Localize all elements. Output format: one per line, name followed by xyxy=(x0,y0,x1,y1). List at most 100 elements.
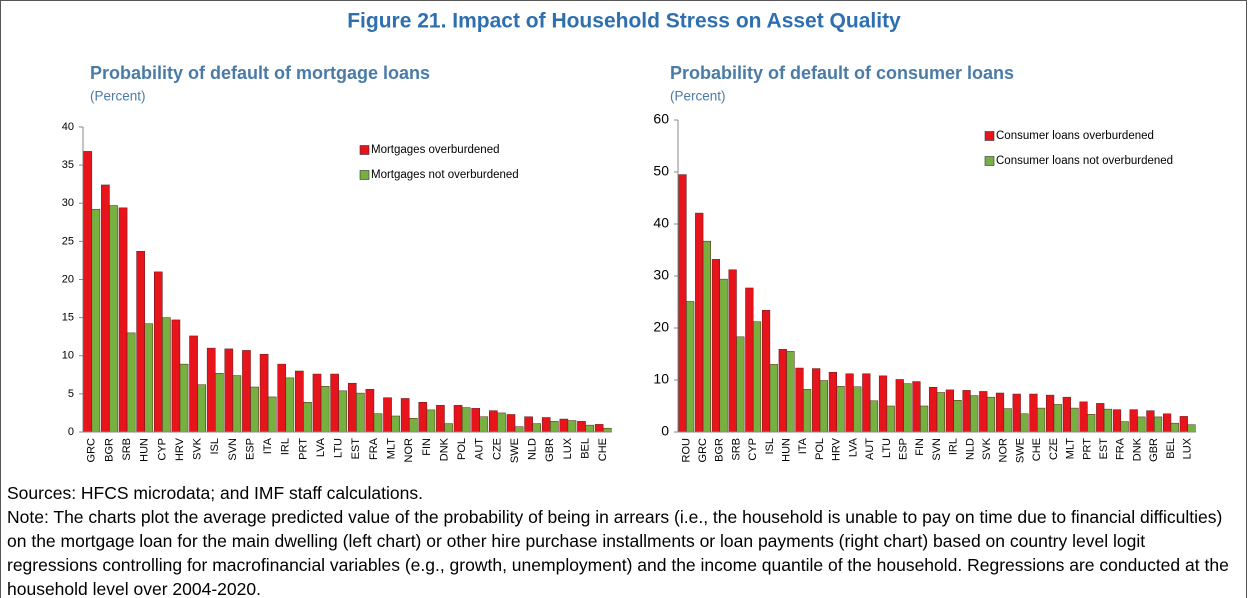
x-tick-label: CHE xyxy=(597,438,609,461)
x-tick-label: SWE xyxy=(1014,438,1026,463)
bar xyxy=(1020,413,1029,433)
bar xyxy=(418,402,428,433)
bar xyxy=(541,417,551,433)
bar xyxy=(1179,416,1188,433)
x-tick-label: EST xyxy=(350,438,362,460)
bar xyxy=(1187,424,1196,433)
bar xyxy=(577,421,586,433)
x-tick-label: HRV xyxy=(174,437,186,461)
bar xyxy=(778,349,787,433)
x-tick-label: GRC xyxy=(697,438,709,463)
bar xyxy=(197,384,206,433)
bar xyxy=(153,271,163,433)
bar xyxy=(567,420,577,433)
bar xyxy=(312,373,322,433)
bar xyxy=(736,336,745,433)
y-tick-label: 25 xyxy=(62,235,74,247)
x-tick-label: LUX xyxy=(562,437,574,459)
bar xyxy=(189,335,198,433)
y-tick-label: 40 xyxy=(62,121,74,133)
bar xyxy=(408,418,418,433)
legend-label: Consumer loans not overburdened xyxy=(996,155,1173,167)
bar xyxy=(267,396,277,433)
bar xyxy=(1037,407,1046,433)
bar xyxy=(761,310,771,433)
bar xyxy=(1103,408,1113,433)
bar xyxy=(118,207,128,433)
x-tick-label: GBR xyxy=(544,438,556,462)
bar xyxy=(242,350,251,433)
x-tick-label: GRC xyxy=(86,438,98,463)
x-tick-label: GBR xyxy=(1148,438,1160,462)
bar xyxy=(136,251,145,433)
x-tick-label: IRL xyxy=(948,438,960,455)
bar xyxy=(1137,416,1146,433)
x-tick-label: NLD xyxy=(964,438,976,460)
x-tick-label: HRV xyxy=(831,437,843,461)
x-tick-label: AUT xyxy=(474,438,486,460)
x-tick-label: MLT xyxy=(1065,438,1077,459)
y-tick-label: 60 xyxy=(653,111,669,127)
bar xyxy=(436,405,445,433)
legend-label: Consumer loans overburdened xyxy=(996,130,1154,142)
bar xyxy=(144,323,154,433)
bar xyxy=(215,373,224,433)
y-tick-label: 10 xyxy=(653,371,669,387)
y-tick-label: 50 xyxy=(653,163,669,179)
x-tick-label: EST xyxy=(1098,438,1110,460)
bar xyxy=(277,363,287,433)
bar xyxy=(886,405,895,433)
bar xyxy=(878,375,888,433)
bar xyxy=(365,389,375,433)
bar xyxy=(232,375,242,433)
bar xyxy=(285,377,295,433)
bar xyxy=(752,321,762,433)
y-tick-label: 5 xyxy=(68,388,74,400)
bar xyxy=(686,301,695,433)
bar xyxy=(373,413,383,433)
x-tick-label: LUX xyxy=(1182,437,1194,459)
x-tick-label: LVA xyxy=(847,437,859,457)
bar xyxy=(497,412,506,433)
x-tick-label: CYP xyxy=(747,438,759,461)
bar xyxy=(929,387,938,433)
x-tick-label: LTU xyxy=(881,438,893,458)
bar xyxy=(995,392,1005,433)
x-tick-label: CHE xyxy=(1031,438,1043,461)
y-tick-label: 40 xyxy=(653,215,669,231)
bar xyxy=(532,423,542,433)
x-tick-label: CZE xyxy=(1048,438,1060,460)
bar xyxy=(330,373,339,433)
bar xyxy=(953,400,962,433)
legend-swatch xyxy=(359,170,370,180)
x-tick-label: IRL xyxy=(280,438,292,455)
x-tick-label: SVK xyxy=(981,437,993,460)
chart-subtitle: (Percent) xyxy=(90,89,146,104)
x-tick-label: NOR xyxy=(403,438,415,463)
legend-label: Mortgages overburdened xyxy=(371,144,500,156)
bar xyxy=(303,402,312,433)
bar xyxy=(1112,409,1122,433)
bar xyxy=(224,348,234,433)
x-tick-label: DNK xyxy=(438,437,450,461)
bar xyxy=(702,240,712,433)
chart-title: Probability of default of consumer loans xyxy=(670,63,1014,83)
chart-subtitle: (Percent) xyxy=(670,89,726,104)
x-tick-label: FRA xyxy=(1115,437,1127,460)
bar xyxy=(1146,410,1155,433)
bar xyxy=(489,410,498,433)
x-tick-label: HUN xyxy=(781,438,793,462)
bar xyxy=(1129,409,1138,433)
figure-title: Figure 21. Impact of Household Stress on… xyxy=(347,10,901,33)
y-tick-label: 35 xyxy=(62,159,74,171)
bar xyxy=(962,390,971,433)
x-tick-label: ISL xyxy=(764,438,776,455)
x-tick-label: SVN xyxy=(227,438,239,461)
bar xyxy=(728,269,737,433)
legend-swatch xyxy=(984,131,995,141)
bar xyxy=(970,395,979,433)
legend-swatch xyxy=(359,145,370,155)
bar xyxy=(945,389,954,433)
bar xyxy=(400,398,410,433)
